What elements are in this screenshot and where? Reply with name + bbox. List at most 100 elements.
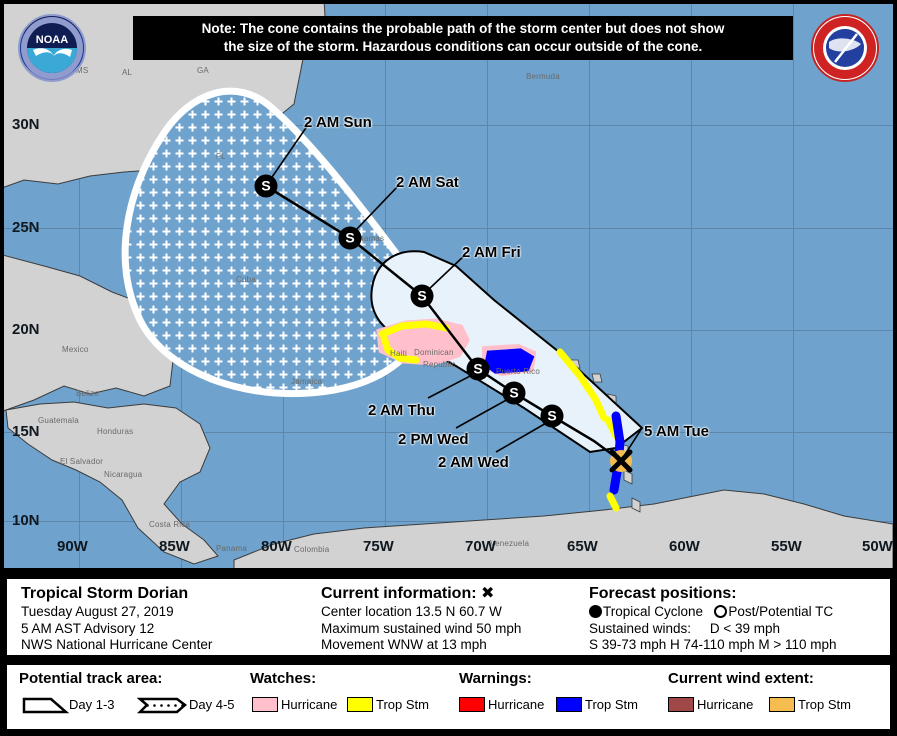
forecast-symbol-key: Tropical Cyclone Post/Potential TC [589,604,890,621]
tropstm-warning-label: Trop Stm [585,697,638,712]
tropical-cyclone-label: Tropical Cyclone [603,604,704,619]
legend-warn-hurricane: Hurricane [459,697,544,712]
day-4-5-label: Day 4-5 [189,697,235,712]
tropstm-watch-line-west [380,334,420,364]
gridline-lat-30n [4,125,893,126]
advisory-number: 5 AM AST Advisory 12 [21,620,155,636]
place-label: Puerto Rico [496,367,540,376]
gridline-lon-60w [691,4,692,568]
issuing-agency: NWS National Hurricane Center [21,637,213,652]
lat-label: 15N [12,423,40,440]
forecast-time-label: 2 PM Wed [398,431,469,448]
lat-label: 25N [12,219,40,236]
place-label: Panama [216,544,247,553]
lat-label: 30N [12,116,40,133]
tropstm-watch-label: Trop Stm [376,697,429,712]
lon-label: 85W [159,538,190,555]
sustained-winds-row: Sustained winds: D < 39 mph [589,621,890,638]
gridline-lat-25n [4,228,893,229]
day-4-5-cone-icon [136,697,187,714]
watches-heading: Watches: [250,670,317,687]
potential-track-heading: Potential track area: [19,670,163,687]
info-panel: Tropical Storm Dorian Tuesday August 27,… [4,576,893,658]
tropstm-wind-label: Trop Stm [798,697,851,712]
coastlines-layer [4,4,893,568]
forecast-track-line [265,184,622,463]
place-label: Honduras [97,427,134,436]
current-position-x-marker [609,449,633,473]
forecast-time-label: 2 AM Fri [462,244,521,261]
current-information-label: Current information: [321,585,477,602]
forecast-time-label: 2 AM Sun [304,114,372,131]
storm-identity-column: Tropical Storm Dorian Tuesday August 27,… [7,579,307,655]
day-1-3-label: Day 1-3 [69,697,115,712]
place-label: FL [216,152,226,161]
lat-label: 10N [12,512,40,529]
place-label: GA [197,66,209,75]
storm-name: Tropical Storm Dorian [21,585,189,602]
forecast-position-marker[interactable]: S [410,284,434,308]
lon-label: 60W [669,538,700,555]
intensity-scale: S 39-73 mph H 74-110 mph M > 110 mph [589,637,837,652]
post-potential-tc-label: Post/Potential TC [728,604,834,619]
nws-logo [811,14,879,82]
forecast-time-label: 2 AM Wed [438,454,509,471]
place-label: Belize [76,389,99,398]
depression-scale: D < 39 mph [709,620,780,636]
forecast-position-marker[interactable]: S [466,357,490,381]
tropstm-wind-swatch [769,697,795,712]
place-label: Venezuela [490,539,530,548]
place-label: Nicaragua [104,470,143,479]
legend-day-1-3: Day 1-3 [21,695,115,715]
lon-label: 50W [862,538,893,555]
current-information-column: Current information: ✖ Center location 1… [307,579,579,655]
place-label: Dominican [414,348,454,357]
forecast-map[interactable]: MS AL GA FL Bermuda Cuba Jamaica Bahamas Haiti Do… [4,4,893,568]
place-label: Mexico [62,345,89,354]
forecast-position-marker[interactable]: S [540,404,564,428]
label-leader-lines [269,121,643,457]
legend-watch-hurricane: Hurricane [252,697,337,712]
legend-wind-tropstm: Trop Stm [769,697,851,712]
gridline-lon-65w [589,4,590,568]
lon-label: 75W [363,538,394,555]
forecast-position-marker[interactable]: S [502,381,526,405]
forecast-time-label: 2 AM Thu [368,402,435,419]
lon-label: 65W [567,538,598,555]
place-label: Republic [423,360,456,369]
tropstm-watch-line-north [378,320,450,338]
wind-extent-heading: Current wind extent: [668,670,814,687]
hurricane-wind-label: Hurricane [697,697,754,712]
place-label: AL [122,68,133,77]
lon-label: 80W [261,538,292,555]
hurricane-wind-swatch [668,697,694,712]
current-information-heading: Current information: ✖ [321,584,579,604]
post-potential-tc-icon [714,605,728,618]
place-label: Bahamas [349,234,385,243]
storm-movement: Movement WNW at 13 mph [321,637,487,652]
place-label: Bermuda [526,72,560,81]
noaa-logo: NOAA [18,14,86,82]
forecast-time-label: 5 AM Tue [644,423,710,440]
note-line-1: Note: The cone contains the probable pat… [201,21,725,36]
warnings-heading: Warnings: [459,670,532,687]
legend-panel: Potential track area: Day 1-3 Day 4-5 Wa… [4,662,893,732]
hurricane-warning-label: Hurricane [488,697,545,712]
legend-wind-hurricane: Hurricane [668,697,753,712]
forecast-position-marker[interactable]: S [338,226,362,250]
place-label: Guatemala [38,416,79,425]
gridline-lat-10n [4,521,893,522]
note-line-2: the size of the storm. Hazardous conditi… [223,39,703,54]
hurricane-warning-swatch [459,697,485,712]
tropstm-watch-windward-south [606,492,620,512]
place-label: MS [76,66,89,75]
lon-label: 90W [57,538,88,555]
forecast-position-marker[interactable]: S [254,174,278,198]
tropstm-warning-swatch [556,697,582,712]
day-1-3-cone-icon [22,697,70,714]
gridline-lon-55w [793,4,794,568]
max-sustained-wind: Maximum sustained wind 50 mph [321,620,522,636]
forecast-positions-heading: Forecast positions: [589,585,737,602]
lat-label: 20N [12,321,40,338]
